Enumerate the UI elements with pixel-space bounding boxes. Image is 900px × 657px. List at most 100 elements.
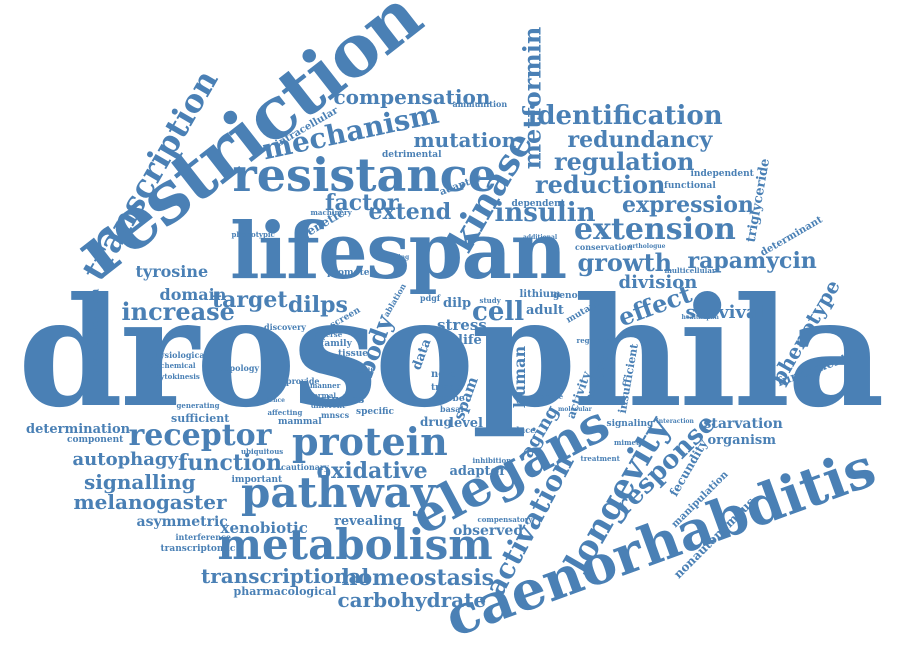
word-factor: factor xyxy=(325,190,399,216)
word-multicellular: multicellular xyxy=(664,265,716,275)
word-xenobiotic: xenobiotic xyxy=(220,518,308,537)
word-cytokinesis: cytokinesis xyxy=(156,371,200,381)
word-mnscs: mnscs xyxy=(321,410,350,420)
word-determination: determination xyxy=(26,421,131,437)
word-ammunition: ammunition xyxy=(452,99,508,109)
word-affecting: affecting xyxy=(267,407,303,417)
word-transcriptional: transcriptional xyxy=(201,564,370,588)
word-generating: generating xyxy=(176,400,220,410)
word-additional: additional xyxy=(523,234,558,241)
word-healthspan: healthspan xyxy=(681,314,719,321)
word-inhibition: inhibition xyxy=(472,455,512,465)
word-normal: normal xyxy=(308,390,337,400)
word-resistance: resistance xyxy=(232,148,498,202)
word-dilps: dilps xyxy=(288,292,348,318)
word-probe: probe xyxy=(435,393,465,404)
word-discovery: discovery xyxy=(264,322,306,332)
word-mimetic: mimetic xyxy=(614,437,647,447)
word-treatment: treatment xyxy=(580,453,620,463)
word-homeostasis: homeostasis xyxy=(341,565,495,591)
word-component: component xyxy=(67,434,124,445)
word-sufficient: sufficient xyxy=(171,411,230,425)
word-physiological: physiological xyxy=(148,350,208,360)
word-increase: increase xyxy=(121,297,235,326)
word-transcriptomic: transcriptomic xyxy=(160,543,236,554)
word-life: life xyxy=(458,332,482,348)
word-mammal: mammal xyxy=(278,416,322,427)
word-independent: independent xyxy=(690,168,754,179)
word-adult: adult xyxy=(526,302,564,318)
word-dilp: dilp xyxy=(443,295,472,311)
word-redundancy: redundancy xyxy=(567,127,713,153)
word-study: study xyxy=(479,295,501,305)
word-promote: promote xyxy=(327,267,370,278)
word-adaptor: adaptor xyxy=(449,463,507,479)
word-studies: studies xyxy=(320,392,365,406)
word-level: level xyxy=(449,415,483,431)
word-growth: growth xyxy=(577,248,673,277)
word-different: different xyxy=(311,400,346,410)
word-reduction: reduction xyxy=(535,170,666,199)
word-tyrosine: tyrosine xyxy=(135,262,209,281)
word-novel: novel xyxy=(431,369,461,380)
word-interaction: interaction xyxy=(656,418,694,425)
word-result: result xyxy=(350,365,374,375)
word-protein: protein xyxy=(292,419,448,464)
word-tissue: tissue xyxy=(338,348,368,359)
word-human: human xyxy=(510,345,530,409)
word-signaling: signaling xyxy=(606,418,654,429)
word-biochemical: biochemical xyxy=(148,360,196,370)
word-family: family xyxy=(320,338,352,349)
word-signalling: signalling xyxy=(84,470,196,494)
word-important: important xyxy=(231,474,283,485)
word-identification: identification xyxy=(527,101,723,131)
word-cautionary: cautionary xyxy=(281,462,329,472)
word-extension: extension xyxy=(574,212,736,247)
word-expression: expression xyxy=(622,192,754,218)
word-target: target xyxy=(212,287,288,313)
word-autophagy: autophagy xyxy=(72,449,178,470)
word-function: function xyxy=(178,450,283,476)
word-asymmetric: asymmetric xyxy=(136,514,228,530)
word-compensatory: compensatory xyxy=(477,514,533,524)
word-division: division xyxy=(618,272,698,293)
word-pathway: pathway xyxy=(241,468,436,517)
word-stress: stress xyxy=(437,315,487,334)
word-dependent: dependent xyxy=(511,198,565,209)
word-provide: provide xyxy=(286,376,320,386)
word-starvation: starvation xyxy=(703,416,783,432)
word-genome: genome xyxy=(553,290,593,301)
word-melanogaster: melanogaster xyxy=(73,490,227,514)
word-receptor: receptor xyxy=(128,418,272,453)
word-domain: domain xyxy=(159,285,227,304)
word-phenotypic: phenotypic xyxy=(231,229,275,239)
word-carbohydrate: carbohydrate xyxy=(337,588,487,612)
word-extend: extend xyxy=(368,199,452,225)
word-manner: manner xyxy=(310,380,341,390)
word-metformin: metformin xyxy=(516,26,546,170)
word-compensation: compensation xyxy=(333,85,491,109)
word-machinery: machinery xyxy=(310,207,352,217)
word-ageing: ageing xyxy=(386,254,410,261)
word-ubiquitous: ubiquitous xyxy=(241,446,284,456)
word-observed: observed xyxy=(453,523,524,539)
word-mutation: mutation xyxy=(413,128,517,152)
word-survival: survival xyxy=(685,302,765,323)
word-oxidative: oxidative xyxy=(316,458,428,484)
word-metabolism: metabolism xyxy=(217,520,493,569)
word-lifespan: lifespan xyxy=(230,206,567,297)
word-lithium: lithium xyxy=(519,289,561,300)
word-orthologue: orthologue xyxy=(628,243,666,250)
word-insulin: insulin xyxy=(494,198,596,228)
word-regulator: regulator xyxy=(576,335,614,345)
word-pharmacological: pharmacological xyxy=(233,584,337,598)
word-pdgf: pdgf xyxy=(420,293,441,303)
word-basal: basal xyxy=(440,404,464,414)
word-molecular: molecular xyxy=(558,406,592,413)
word-drosophila: drosophila xyxy=(18,265,885,441)
word-diverse: diverse xyxy=(314,329,343,339)
word-organism: organism xyxy=(707,432,777,448)
word-detrimental: detrimental xyxy=(382,149,442,160)
word-specific: specific xyxy=(356,406,395,417)
